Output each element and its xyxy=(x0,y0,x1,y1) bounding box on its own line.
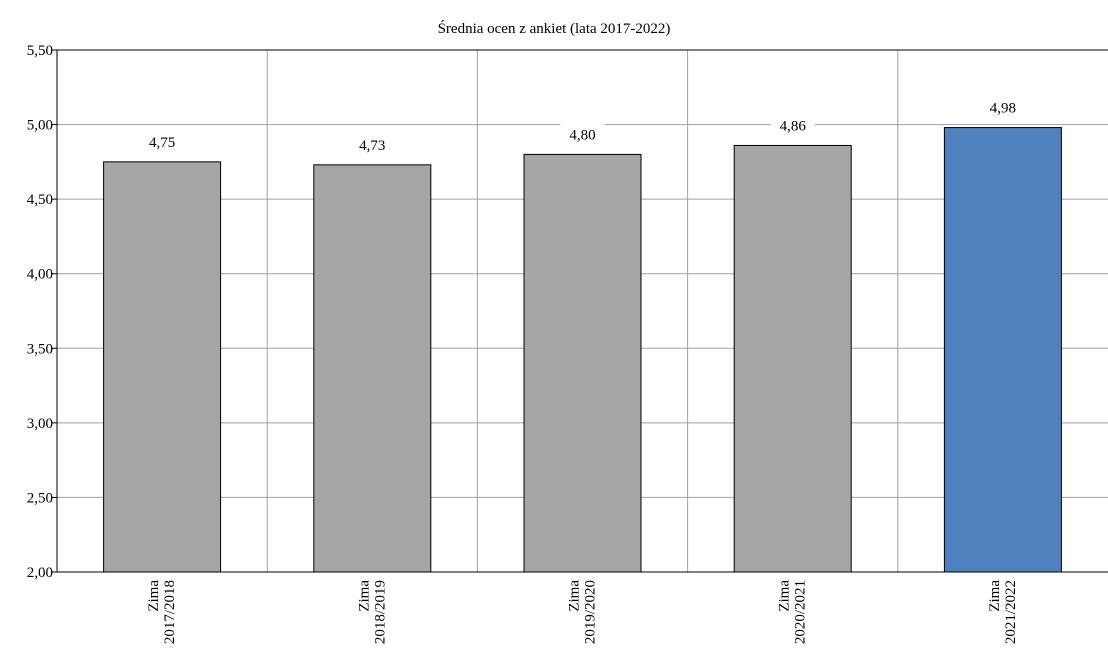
data-label: 4,73 xyxy=(359,138,385,154)
x-tick-label-line: 2019/2020 xyxy=(583,580,599,644)
x-tick-label-line: Zima xyxy=(356,580,372,612)
x-tick-label-line: Zima xyxy=(567,580,583,612)
bar xyxy=(103,161,222,573)
y-tick-label: 3,50 xyxy=(27,341,53,357)
data-label: 4,75 xyxy=(149,135,175,151)
data-label: 4,80 xyxy=(569,127,595,143)
x-tick-label: Zima 2018/2019 xyxy=(356,580,388,645)
data-label: 4,86 xyxy=(780,118,807,134)
x-tick-label: Zima 2019/2020 xyxy=(567,580,599,645)
x-axis-ticks: Zima 2017/2018 Zima 2018/2019 Zima 2019/2020 Z… xyxy=(146,580,1019,645)
x-tick-label: Zima 2020/2021 xyxy=(777,580,809,645)
chart-title: Średnia ocen z ankiet (lata 2017-2022) xyxy=(438,20,671,37)
x-tick-label-line: Zima xyxy=(987,580,1003,612)
x-tick-label: Zima 2017/2018 xyxy=(146,580,178,645)
data-label-background xyxy=(140,130,185,151)
y-tick-label: 4,50 xyxy=(27,192,53,208)
data-label-background xyxy=(980,96,1025,117)
y-tick-label: 3,00 xyxy=(27,416,53,432)
data-label: 4,98 xyxy=(990,101,1016,117)
bars xyxy=(103,127,1062,573)
y-tick-label: 5,00 xyxy=(27,118,53,134)
x-tick-label: Zima 2021/2022 xyxy=(987,580,1019,645)
y-tick-label: 2,50 xyxy=(27,490,53,506)
data-labels: 4,75 4,73 4,80 4,86 4,98 xyxy=(140,96,1025,154)
bar xyxy=(733,144,852,573)
x-tick-label-line: Zima xyxy=(146,580,162,612)
bar xyxy=(313,164,432,573)
y-tick-label: 4,00 xyxy=(27,267,53,283)
x-tick-label-line: 2020/2021 xyxy=(793,580,809,644)
y-tick-label: 2,00 xyxy=(27,565,53,581)
x-tick-label-line: 2018/2019 xyxy=(372,580,388,644)
bar xyxy=(523,153,642,573)
data-label-background xyxy=(770,114,815,135)
axes xyxy=(56,50,1108,573)
y-axis-ticks: 2,00 2,50 3,00 3,50 4,00 4,50 5,00 5,50 xyxy=(27,43,57,581)
y-tick-label: 5,50 xyxy=(27,43,53,59)
x-tick-label-line: 2017/2018 xyxy=(162,580,178,644)
x-tick-label-line: Zima xyxy=(777,580,793,612)
x-tick-label-line: 2021/2022 xyxy=(1003,580,1019,644)
data-label-background xyxy=(560,123,605,144)
bar xyxy=(943,127,1062,573)
data-label-background xyxy=(350,133,395,154)
